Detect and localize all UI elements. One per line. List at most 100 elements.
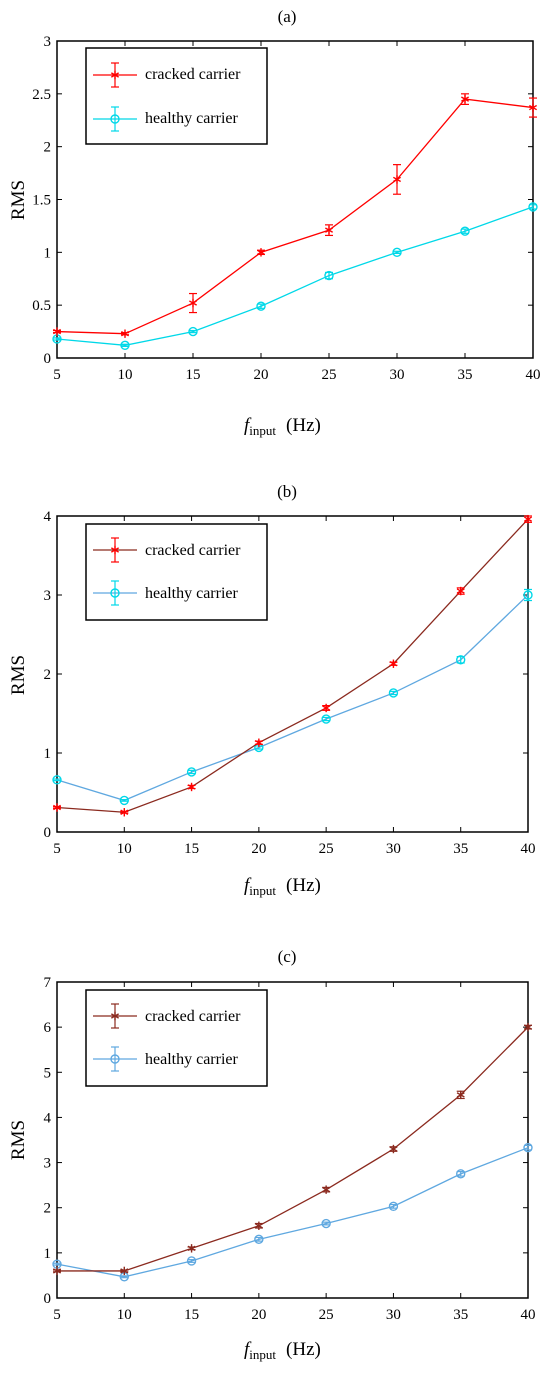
x-axis-label-unit: (Hz)	[286, 415, 321, 436]
x-tick-label: 40	[521, 841, 536, 857]
data-point-cracked-stroke	[52, 328, 62, 335]
y-tick-label: 3	[44, 1156, 52, 1172]
legend-symbol-healthy	[93, 106, 137, 132]
data-point-cracked-stroke	[322, 705, 331, 711]
legend-symbol-healthy	[93, 1046, 137, 1072]
y-tick-label: 4	[44, 1110, 52, 1126]
legend-marker-cracked-stroke	[110, 72, 120, 78]
x-tick-label: 15	[184, 1307, 199, 1323]
data-point-healthy	[460, 226, 470, 236]
data-point-cracked	[52, 327, 62, 336]
panel-a-legend-entry-cracked: cracked carrier	[93, 62, 241, 88]
error-bar	[257, 303, 265, 309]
data-point-cracked	[187, 782, 196, 792]
y-tick-label: 0	[44, 1291, 52, 1307]
data-point-cracked-stroke	[254, 1223, 263, 1229]
data-point-cracked-stroke	[456, 588, 465, 594]
y-tick-label: 1	[44, 1246, 52, 1262]
x-axis-label-unit: (Hz)	[286, 1339, 321, 1360]
x-tick-label: 40	[521, 1307, 536, 1323]
x-tick-label: 25	[319, 1307, 334, 1323]
y-tick-label: 3	[44, 588, 52, 604]
error-bar	[53, 337, 61, 341]
panel-a-legend-entry-healthy: healthy carrier	[93, 106, 239, 132]
data-point-cracked-stroke	[523, 516, 533, 522]
legend-marker-healthy	[110, 1054, 120, 1064]
legend-label-cracked: cracked carrier	[145, 66, 241, 83]
series-line-healthy	[56, 206, 534, 346]
y-tick-label: 2	[44, 1201, 52, 1217]
panel-c-legend-box	[85, 989, 268, 1087]
data-point-cracked	[392, 175, 402, 184]
x-tick-label: 35	[458, 367, 473, 383]
data-point-cracked	[52, 1266, 62, 1276]
x-tick-label: 20	[254, 367, 269, 383]
series-line-cracked	[56, 518, 529, 813]
error-bar	[254, 1236, 263, 1242]
panel-c-title: (c)	[278, 947, 297, 966]
x-tick-label: 20	[251, 1307, 266, 1323]
data-point-cracked-stroke	[187, 784, 196, 790]
x-axis-label-main: f	[244, 875, 252, 896]
error-bar	[53, 1262, 61, 1266]
axes-frame	[56, 981, 529, 1299]
legend-symbol-cracked	[93, 1003, 137, 1029]
error-bar	[53, 778, 61, 782]
error-bar	[529, 204, 537, 210]
legend-label-healthy: healthy carrier	[145, 585, 239, 602]
data-point-cracked	[187, 1244, 196, 1253]
data-point-cracked-stroke	[528, 104, 538, 111]
y-tick-label: 1	[44, 245, 52, 261]
error-bar	[389, 1203, 398, 1209]
data-point-cracked	[52, 803, 62, 812]
panel-b-y-axis-label: RMS	[8, 655, 29, 695]
y-tick-label: 4	[44, 509, 52, 525]
legend-marker-cracked-stroke	[110, 547, 120, 553]
data-point-healthy	[119, 795, 129, 806]
x-tick-label: 30	[386, 841, 401, 857]
x-axis-label-subscript: input	[249, 1347, 276, 1362]
panel-b-legend-entry-healthy: healthy carrier	[93, 580, 239, 606]
x-tick-label: 5	[53, 1307, 61, 1323]
data-point-healthy	[256, 301, 266, 311]
error-bar	[322, 1221, 331, 1226]
x-tick-label: 10	[117, 1307, 132, 1323]
legend-label-cracked: cracked carrier	[145, 1008, 241, 1025]
x-tick-label: 25	[322, 367, 337, 383]
data-point-healthy	[523, 590, 533, 600]
data-point-cracked	[456, 586, 465, 596]
x-tick-label: 5	[53, 367, 61, 383]
error-bar	[121, 343, 129, 347]
y-tick-label: 1	[44, 746, 52, 762]
panel-a-plot-area: 5 10 15 20 25 30 35 40 0 0.5 1 1.5 2 2.5 3	[32, 34, 540, 383]
error-bar	[189, 329, 197, 334]
data-point-cracked-stroke	[120, 809, 129, 815]
data-point-cracked	[389, 659, 398, 668]
error-bar	[120, 1275, 129, 1279]
error-bar	[389, 690, 398, 696]
y-tick-label: 0	[44, 351, 52, 367]
data-point-cracked-stroke	[120, 330, 130, 337]
data-point-cracked	[254, 1221, 263, 1230]
y-tick-label: 7	[44, 975, 52, 991]
data-point-healthy	[388, 1201, 399, 1212]
panel-b: (b) RMS finput (Hz) 5 10 15 20 25 30 35 4001234 …	[8, 482, 536, 898]
panel-b-legend-box	[85, 523, 268, 621]
panel-a-x-axis-label: finput (Hz)	[244, 415, 321, 438]
legend-marker-cracked	[110, 70, 120, 80]
error-bar	[187, 1259, 196, 1263]
data-point-cracked-stroke	[389, 1146, 398, 1152]
panel-c-plot-area: 5 10 15 20 25 30 35 40 0 1 2 3 4 5 6 7	[44, 975, 536, 1323]
error-bar	[120, 799, 129, 802]
data-point-healthy	[52, 775, 62, 785]
data-point-cracked	[389, 1144, 398, 1154]
data-point-cracked-stroke	[52, 804, 62, 811]
data-point-cracked	[322, 1185, 331, 1194]
x-tick-label: 20	[251, 841, 266, 857]
data-point-cracked-stroke	[187, 1245, 196, 1252]
data-point-cracked	[324, 225, 334, 235]
legend-marker-healthy	[110, 588, 120, 598]
data-point-cracked-stroke	[523, 1024, 533, 1030]
data-point-cracked-stroke	[120, 1268, 129, 1274]
error-bar	[187, 769, 196, 775]
